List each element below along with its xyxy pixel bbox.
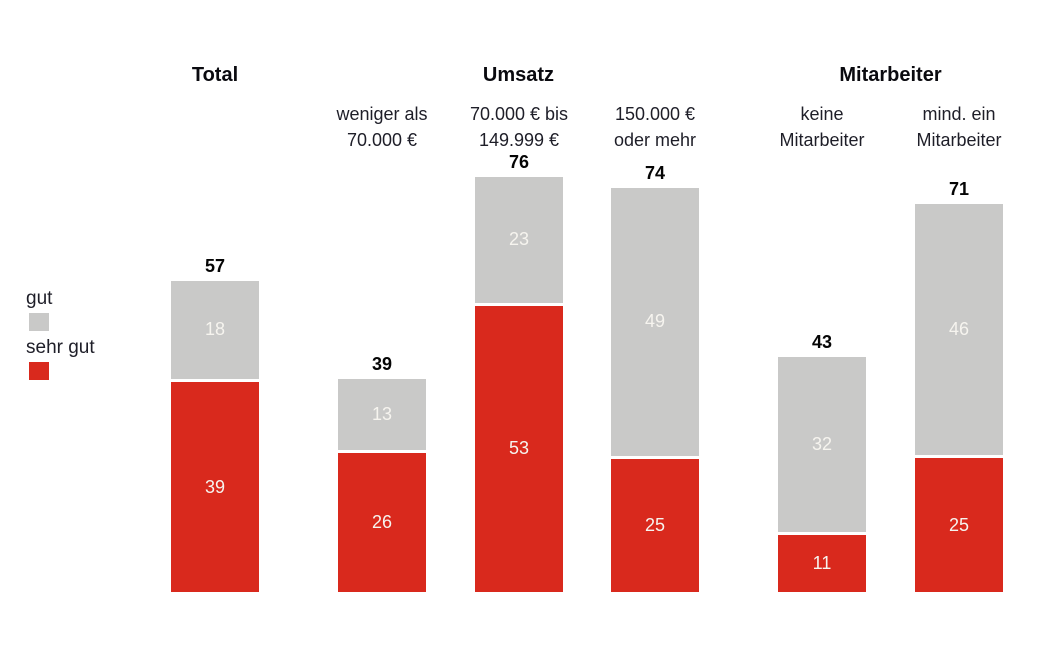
segment-value-label: 11 <box>812 552 832 573</box>
bar-keine-mitarbeiter: 32 11 <box>778 357 866 592</box>
bar-sublabel-70000-bis-149999: 70.000 € bis 149.999 € <box>424 101 614 153</box>
group-header-mitarbeiter: Mitarbeiter <box>839 64 942 86</box>
bar-segment-sehr-gut: 53 <box>475 302 563 592</box>
bar-total-label-keine-mitarbeiter: 43 <box>811 332 833 353</box>
segment-value-label: 23 <box>508 229 530 250</box>
group-header-total: Total <box>191 64 239 86</box>
segment-value-label: 13 <box>371 404 393 425</box>
legend-item-gut: gut <box>26 288 95 331</box>
bar-total-label-mind-ein-mitarbeiter: 71 <box>948 179 970 200</box>
legend-swatch-sehr-gut-icon <box>29 362 49 380</box>
legend-item-sehr-gut: sehr gut <box>26 337 95 380</box>
segment-value-label: 32 <box>811 434 833 455</box>
bar-segment-sehr-gut: 11 <box>778 531 866 592</box>
segment-value-label: 39 <box>204 476 226 497</box>
bar-sublabel-line: 150.000 € <box>614 104 696 124</box>
bar-total-label-150000-oder-mehr: 74 <box>644 163 666 183</box>
bar-weniger-als-70000: 13 26 <box>338 379 426 592</box>
bar-sublabel-line: 70.000 € <box>346 130 418 150</box>
bar-total: 18 39 <box>171 280 259 592</box>
bar-sublabel-line: Mitarbeiter <box>779 130 865 150</box>
bar-segment-sehr-gut: 25 <box>611 455 699 592</box>
segment-value-label: 46 <box>948 319 970 340</box>
bar-segment-gut: 49 <box>611 188 699 456</box>
bar-mind-ein-mitarbeiter: 46 25 <box>915 204 1003 592</box>
segment-value-label: 49 <box>644 311 666 332</box>
bar-sublabel-line: 149.999 € <box>478 130 560 150</box>
bar-sublabel-line: keine <box>800 104 844 124</box>
bar-segment-gut: 13 <box>338 379 426 451</box>
legend-swatch-gut-icon <box>29 313 49 331</box>
bar-150000-oder-mehr: 49 25 <box>611 188 699 592</box>
legend-label-sehr-gut: sehr gut <box>26 337 95 358</box>
bar-sublabel-keine-mitarbeiter: keine Mitarbeiter <box>727 101 917 153</box>
bar-total-label-weniger-als-70000: 39 <box>371 354 393 375</box>
bar-segment-gut: 23 <box>475 177 563 303</box>
bar-total-label-total: 57 <box>204 255 226 276</box>
bar-sublabel-line: 70.000 € bis <box>469 104 569 124</box>
bar-segment-gut: 32 <box>778 357 866 532</box>
segment-value-label: 18 <box>204 319 226 340</box>
bar-sublabel-mind-ein-mitarbeiter: mind. ein Mitarbeiter <box>864 101 1052 153</box>
bar-segment-gut: 46 <box>915 204 1003 456</box>
bar-total-label-70000-bis-149999: 76 <box>508 152 530 172</box>
bar-segment-sehr-gut: 25 <box>915 455 1003 592</box>
bar-sublabel-line: weniger als <box>336 104 428 124</box>
segment-value-label: 25 <box>948 514 970 535</box>
bar-sublabel-line: Mitarbeiter <box>916 130 1002 150</box>
bar-sublabel-150000-oder-mehr: 150.000 € oder mehr <box>560 101 750 153</box>
bar-segment-gut: 18 <box>171 280 259 380</box>
bar-70000-bis-149999: 23 53 <box>475 177 563 592</box>
segment-value-label: 53 <box>508 438 530 459</box>
bar-sublabel-line: mind. ein <box>922 104 996 124</box>
legend: gut sehr gut <box>26 288 95 386</box>
segment-value-label: 26 <box>371 512 393 533</box>
bar-sublabel-line: oder mehr <box>613 130 697 150</box>
bar-sublabel-weniger-als-70000: weniger als 70.000 € <box>287 101 477 153</box>
group-header-umsatz: Umsatz <box>482 64 555 86</box>
bar-segment-sehr-gut: 39 <box>171 379 259 592</box>
bar-segment-sehr-gut: 26 <box>338 450 426 592</box>
legend-label-gut: gut <box>26 288 53 309</box>
segment-value-label: 25 <box>644 514 666 535</box>
